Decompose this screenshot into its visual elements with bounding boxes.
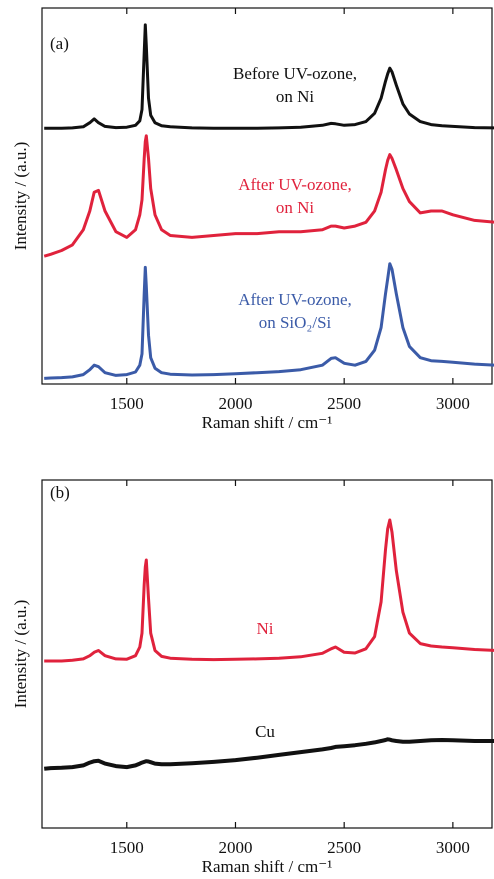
y-axis-label: Intensity / (a.u.) — [11, 142, 30, 251]
spectrum-line — [44, 518, 494, 663]
spectrum-line — [44, 262, 494, 380]
series-label: After UV-ozone, — [238, 175, 352, 194]
spectrum-line — [43, 134, 494, 258]
series-label: Cu — [255, 722, 275, 741]
spectrum-line — [43, 737, 494, 771]
x-axis-label: Raman shift / cm⁻¹ — [202, 413, 333, 432]
x-tick-label: 2000 — [218, 838, 252, 857]
x-tick-label: 3000 — [436, 838, 470, 857]
x-tick-label: 2500 — [327, 394, 361, 413]
plot-frame — [41, 7, 493, 385]
x-tick-label: 1500 — [110, 394, 144, 413]
series-label: Before UV-ozone, — [233, 64, 357, 83]
spectrum-line — [44, 23, 494, 130]
series-label: on Ni — [276, 87, 315, 106]
x-tick-label: 3000 — [436, 394, 470, 413]
series-label: Ni — [257, 619, 274, 638]
x-axis-label: Raman shift / cm⁻¹ — [202, 857, 333, 876]
panel-label: (a) — [50, 34, 69, 53]
x-tick-label: 2000 — [218, 394, 252, 413]
series-label: After UV-ozone, — [238, 290, 352, 309]
series-label: on SiO₂/Si — [259, 313, 332, 332]
x-tick-label: 2500 — [327, 838, 361, 857]
plot-frame — [41, 479, 493, 829]
x-tick-label: 1500 — [110, 838, 144, 857]
series-label: on Ni — [276, 198, 315, 217]
y-axis-label: Intensity / (a.u.) — [11, 600, 30, 709]
panel-label: (b) — [50, 483, 70, 502]
